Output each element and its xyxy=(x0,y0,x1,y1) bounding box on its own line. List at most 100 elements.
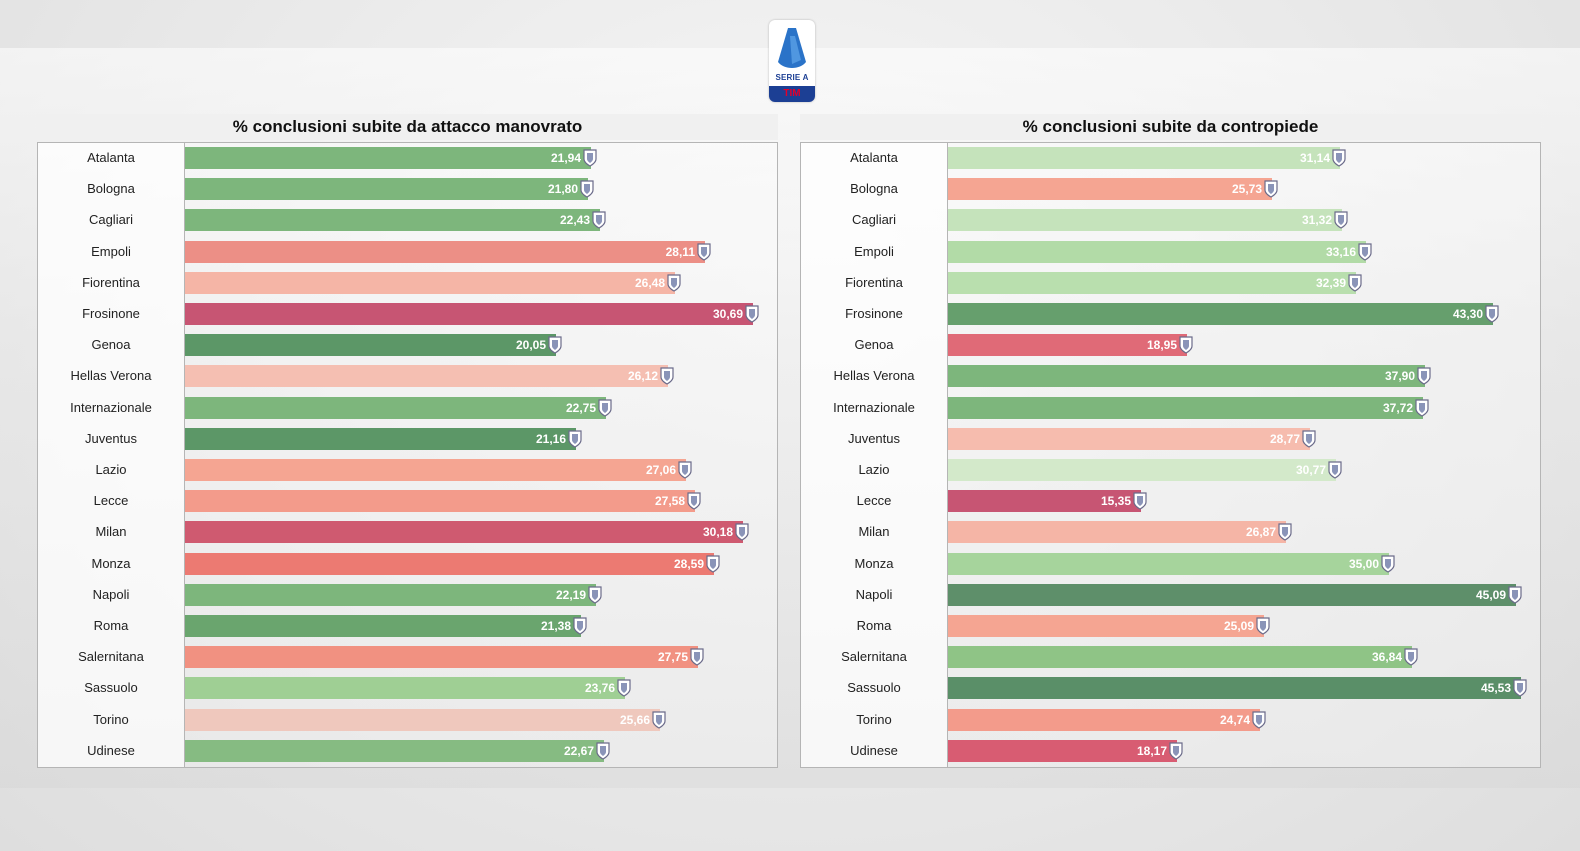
team-crest-icon xyxy=(1256,617,1270,635)
team-label-napoli: Napoli xyxy=(855,586,893,602)
team-crest-icon xyxy=(1302,430,1316,448)
team-label-bologna: Bologna xyxy=(850,181,898,197)
chart-panel-attacco-manovrato: % conclusioni subite da attacco manovrat… xyxy=(37,114,778,768)
team-label-genoa: Genoa xyxy=(91,337,131,353)
bar-juventus xyxy=(948,427,1310,450)
chart-panel-contropiede: % conclusioni subite da contropiede Atal… xyxy=(800,114,1541,768)
team-crest-icon xyxy=(617,679,631,698)
bar-fiorentina xyxy=(185,271,675,294)
team-label-atalanta: Atalanta xyxy=(87,150,135,165)
team-label-genoa: Genoa xyxy=(854,337,894,353)
bar-hellas-verona xyxy=(948,365,1425,388)
bar-value-label: 30,18 xyxy=(702,525,733,540)
bar-lazio xyxy=(185,459,686,481)
team-label-sassuolo: Sassuolo xyxy=(84,680,138,696)
bar-genoa xyxy=(948,334,1187,357)
team-crest-icon xyxy=(1264,180,1278,198)
bar-value-label: 25,73 xyxy=(1231,182,1262,197)
bar-value-label: 37,90 xyxy=(1384,369,1415,384)
team-label-juventus: Juventus xyxy=(84,430,138,446)
bar-value-label: 25,09 xyxy=(1223,619,1254,633)
team-label-fiorentina: Fiorentina xyxy=(845,274,903,290)
bar-value-label: 36,84 xyxy=(1371,650,1402,665)
team-label-roma: Roma xyxy=(93,618,129,633)
serie-a-mark-icon xyxy=(778,28,806,68)
bar-value-label: 27,75 xyxy=(657,650,688,665)
bar-udinese xyxy=(185,739,604,762)
team-crest-icon xyxy=(745,305,759,323)
team-crest-icon xyxy=(690,648,704,666)
team-crest-icon xyxy=(1415,398,1429,417)
team-label-lazio: Lazio xyxy=(95,462,127,477)
serie-a-logo: SERIE A TIM xyxy=(769,20,815,102)
logo-text: SERIE A xyxy=(775,73,809,82)
team-label-fiorentina: Fiorentina xyxy=(82,274,140,290)
logo-sponsor: TIM xyxy=(769,86,815,102)
team-crest-icon xyxy=(1381,554,1395,573)
bar-sassuolo xyxy=(185,677,625,700)
team-label-frosinone: Frosinone xyxy=(82,306,140,321)
bar-value-label: 22,19 xyxy=(555,587,586,602)
chart-body: Atalanta Bologna Cagliari Empoli Fiorentina F… xyxy=(800,142,1541,768)
team-crest-icon xyxy=(598,398,612,417)
team-label-milan: Milan xyxy=(858,524,890,540)
team-crest-icon xyxy=(697,242,711,261)
team-crest-icon xyxy=(667,274,681,292)
bar-value-label: 27,06 xyxy=(645,463,676,477)
bar-lecce xyxy=(948,490,1141,513)
bar-value-label: 25,66 xyxy=(619,712,650,727)
bar-value-label: 22,67 xyxy=(563,743,594,758)
team-crest-icon xyxy=(596,742,610,760)
team-label-cagliari: Cagliari xyxy=(88,212,134,228)
bar-value-label: 26,48 xyxy=(634,275,665,290)
bar-internazionale xyxy=(948,396,1423,419)
team-crest-icon xyxy=(583,149,597,167)
bar-value-label: 32,39 xyxy=(1315,275,1346,290)
team-label-lazio: Lazio xyxy=(858,462,890,477)
team-crest-icon xyxy=(735,523,749,542)
team-crest-icon xyxy=(660,367,674,386)
bar-empoli xyxy=(185,240,705,263)
bar-value-label: 15,35 xyxy=(1100,494,1131,509)
bar-value-label: 24,74 xyxy=(1219,712,1250,727)
bar-monza xyxy=(948,552,1389,575)
bar-atalanta xyxy=(948,147,1340,169)
bar-genoa xyxy=(185,334,556,357)
team-label-udinese: Udinese xyxy=(850,742,898,758)
bar-salernitana xyxy=(948,646,1412,669)
team-label-salernitana: Salernitana xyxy=(78,649,144,665)
bar-value-label: 18,95 xyxy=(1146,338,1177,353)
bar-value-label: 20,05 xyxy=(515,338,546,353)
team-crest-icon xyxy=(592,211,606,230)
bar-value-label: 22,43 xyxy=(559,213,590,228)
bar-sassuolo xyxy=(948,677,1521,700)
bar-value-label: 28,77 xyxy=(1269,431,1300,446)
team-label-napoli: Napoli xyxy=(92,586,130,602)
bar-bologna xyxy=(185,178,588,201)
bar-cagliari xyxy=(948,209,1342,232)
team-label-atalanta: Atalanta xyxy=(850,150,898,165)
team-label-hellas-verona: Hellas Verona xyxy=(833,368,915,384)
bar-value-label: 21,16 xyxy=(535,431,566,446)
chart-title: % conclusioni subite da contropiede xyxy=(800,114,1541,140)
bar-value-label: 28,11 xyxy=(665,244,695,259)
team-label-torino: Torino xyxy=(856,711,892,727)
team-crest-icon xyxy=(1332,149,1346,167)
team-crest-icon xyxy=(1328,461,1342,479)
team-label-column: Atalanta Bologna Cagliari Empoli Fiorentina F… xyxy=(801,143,948,767)
bar-cagliari xyxy=(185,209,600,232)
bar-torino xyxy=(948,708,1260,731)
bar-value-label: 18,17 xyxy=(1136,743,1167,758)
bar-fiorentina xyxy=(948,271,1356,294)
bar-value-label: 30,69 xyxy=(712,307,743,321)
bar-value-label: 26,87 xyxy=(1245,525,1276,540)
bar-value-label: 31,14 xyxy=(1299,151,1330,165)
bar-value-label: 45,53 xyxy=(1480,681,1511,696)
team-crest-icon xyxy=(687,492,701,510)
team-crest-icon xyxy=(1417,367,1431,386)
team-label-empoli: Empoli xyxy=(91,243,131,259)
bar-monza xyxy=(185,552,714,575)
team-crest-icon xyxy=(580,180,594,198)
bar-value-label: 21,94 xyxy=(550,151,581,165)
bar-roma xyxy=(185,615,581,637)
